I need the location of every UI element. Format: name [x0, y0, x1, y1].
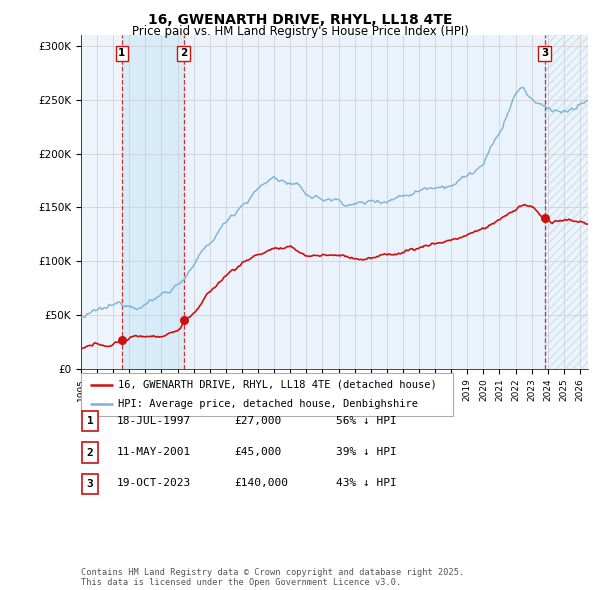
- Text: 18-JUL-1997: 18-JUL-1997: [117, 416, 191, 425]
- Bar: [122, 35, 184, 369]
- Text: 16, GWENARTH DRIVE, RHYL, LL18 4TE: 16, GWENARTH DRIVE, RHYL, LL18 4TE: [148, 13, 452, 27]
- Text: 39% ↓ HPI: 39% ↓ HPI: [336, 447, 397, 457]
- Text: £45,000: £45,000: [234, 447, 281, 457]
- Text: HPI: Average price, detached house, Denbighshire: HPI: Average price, detached house, Denb…: [118, 399, 418, 409]
- Text: 19-OCT-2023: 19-OCT-2023: [117, 478, 191, 488]
- Text: 1: 1: [86, 417, 94, 426]
- Text: 43% ↓ HPI: 43% ↓ HPI: [336, 478, 397, 488]
- Text: Contains HM Land Registry data © Crown copyright and database right 2025.
This d: Contains HM Land Registry data © Crown c…: [81, 568, 464, 587]
- Text: 1: 1: [118, 48, 125, 58]
- Text: 3: 3: [86, 479, 94, 489]
- Bar: [184, 35, 545, 369]
- FancyBboxPatch shape: [81, 373, 453, 416]
- FancyBboxPatch shape: [82, 411, 98, 431]
- Text: £27,000: £27,000: [234, 416, 281, 425]
- Text: £140,000: £140,000: [234, 478, 288, 488]
- FancyBboxPatch shape: [82, 442, 98, 463]
- Bar: [545, 35, 588, 369]
- Text: 56% ↓ HPI: 56% ↓ HPI: [336, 416, 397, 425]
- Text: 2: 2: [86, 448, 94, 457]
- Text: Price paid vs. HM Land Registry's House Price Index (HPI): Price paid vs. HM Land Registry's House …: [131, 25, 469, 38]
- Text: 3: 3: [541, 48, 548, 58]
- Text: 2: 2: [180, 48, 187, 58]
- Text: 11-MAY-2001: 11-MAY-2001: [117, 447, 191, 457]
- FancyBboxPatch shape: [82, 474, 98, 494]
- Text: 16, GWENARTH DRIVE, RHYL, LL18 4TE (detached house): 16, GWENARTH DRIVE, RHYL, LL18 4TE (deta…: [118, 380, 437, 390]
